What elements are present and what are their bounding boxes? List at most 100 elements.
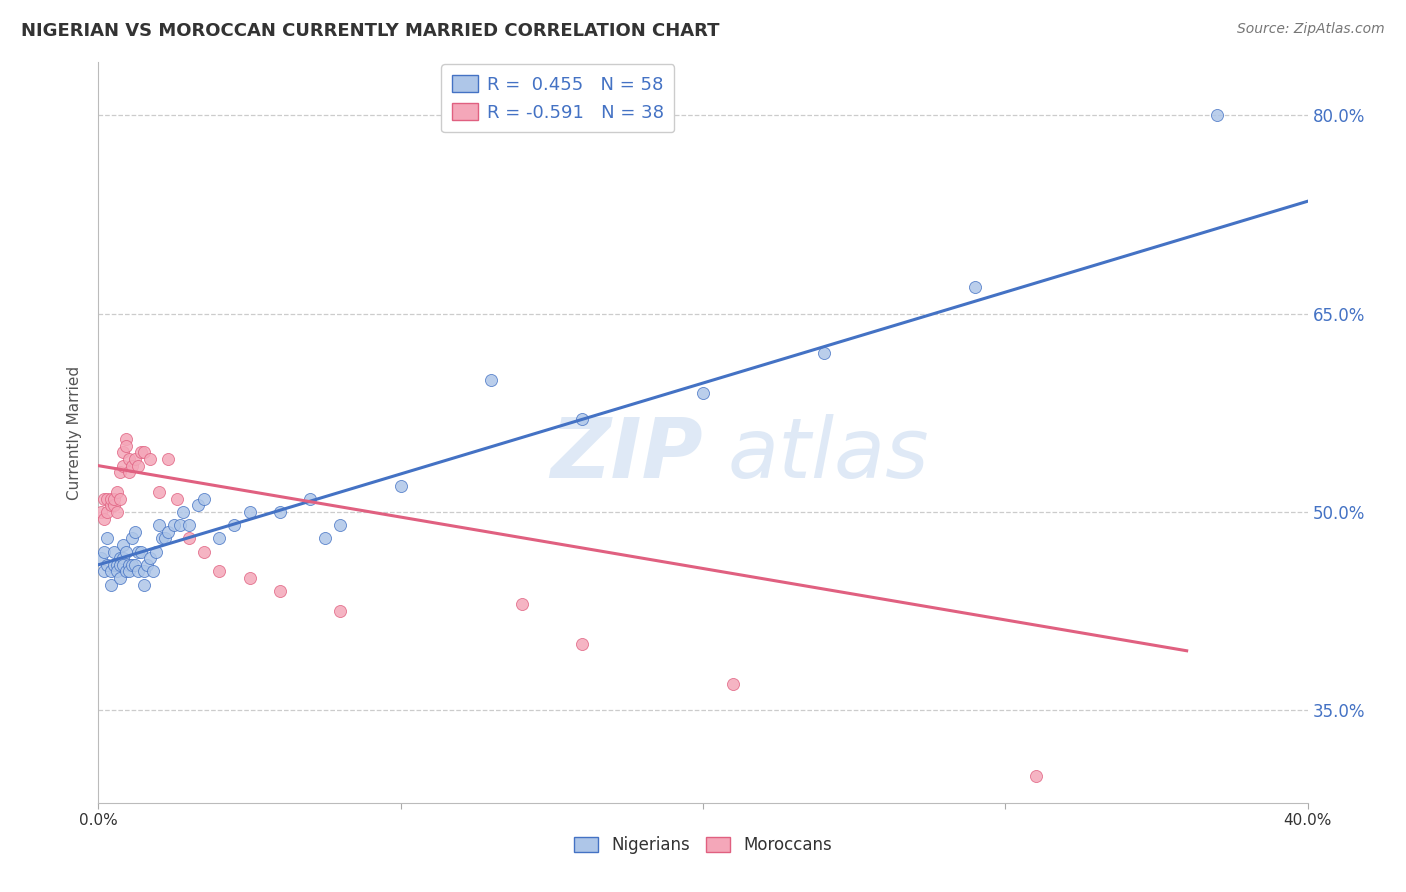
Point bbox=[150, 532, 173, 546]
Point bbox=[299, 491, 322, 506]
Point bbox=[269, 584, 291, 599]
Point bbox=[132, 577, 155, 591]
Point bbox=[156, 452, 179, 467]
Point bbox=[105, 565, 128, 579]
Point bbox=[148, 485, 170, 500]
Point bbox=[208, 565, 231, 579]
Point bbox=[90, 505, 112, 519]
Point bbox=[132, 565, 155, 579]
Text: Source: ZipAtlas.com: Source: ZipAtlas.com bbox=[1237, 22, 1385, 37]
Point bbox=[139, 551, 162, 566]
Point bbox=[193, 491, 215, 506]
Point bbox=[118, 558, 141, 572]
Point bbox=[96, 491, 118, 506]
Text: NIGERIAN VS MOROCCAN CURRENTLY MARRIED CORRELATION CHART: NIGERIAN VS MOROCCAN CURRENTLY MARRIED C… bbox=[21, 22, 720, 40]
Point bbox=[111, 538, 134, 552]
Point bbox=[1206, 108, 1229, 122]
Point bbox=[100, 491, 122, 506]
Point bbox=[127, 458, 149, 473]
Point bbox=[166, 491, 188, 506]
Point bbox=[208, 532, 231, 546]
Point bbox=[121, 532, 143, 546]
Point bbox=[96, 532, 118, 546]
Point bbox=[108, 491, 131, 506]
Point bbox=[813, 346, 835, 360]
Point bbox=[111, 445, 134, 459]
Point bbox=[124, 524, 146, 539]
Point bbox=[114, 432, 136, 446]
Point bbox=[156, 524, 179, 539]
Point bbox=[224, 518, 246, 533]
Point bbox=[108, 465, 131, 479]
Point bbox=[692, 386, 714, 401]
Point bbox=[90, 551, 112, 566]
Point bbox=[571, 637, 593, 651]
Point bbox=[114, 565, 136, 579]
Point bbox=[111, 458, 134, 473]
Point bbox=[723, 677, 745, 691]
Point bbox=[124, 558, 146, 572]
Point bbox=[118, 565, 141, 579]
Point bbox=[103, 544, 125, 558]
Point bbox=[329, 518, 352, 533]
Point bbox=[129, 445, 152, 459]
Point bbox=[571, 412, 593, 426]
Point bbox=[93, 491, 115, 506]
Point bbox=[179, 532, 201, 546]
Point bbox=[108, 551, 131, 566]
Point bbox=[169, 518, 191, 533]
Point bbox=[269, 505, 291, 519]
Point bbox=[193, 544, 215, 558]
Point bbox=[129, 544, 152, 558]
Point bbox=[314, 532, 336, 546]
Point bbox=[239, 571, 262, 585]
Point bbox=[93, 544, 115, 558]
Point bbox=[153, 532, 176, 546]
Point bbox=[96, 558, 118, 572]
Point bbox=[139, 452, 162, 467]
Point bbox=[103, 491, 125, 506]
Y-axis label: Currently Married: Currently Married bbox=[67, 366, 83, 500]
Point bbox=[121, 558, 143, 572]
Point bbox=[118, 452, 141, 467]
Point bbox=[100, 499, 122, 513]
Point bbox=[510, 598, 533, 612]
Point bbox=[127, 544, 149, 558]
Point bbox=[124, 452, 146, 467]
Point bbox=[179, 518, 201, 533]
Point bbox=[163, 518, 186, 533]
Text: ZIP: ZIP bbox=[550, 414, 703, 495]
Point bbox=[103, 499, 125, 513]
Point bbox=[100, 577, 122, 591]
Point bbox=[145, 544, 167, 558]
Point bbox=[329, 604, 352, 618]
Point bbox=[108, 558, 131, 572]
Point bbox=[103, 558, 125, 572]
Point bbox=[965, 280, 987, 294]
Point bbox=[105, 505, 128, 519]
Point bbox=[114, 544, 136, 558]
Point bbox=[127, 565, 149, 579]
Point bbox=[96, 505, 118, 519]
Point bbox=[111, 551, 134, 566]
Legend: Nigerians, Moroccans: Nigerians, Moroccans bbox=[568, 830, 838, 861]
Point bbox=[132, 445, 155, 459]
Point bbox=[389, 478, 412, 492]
Point bbox=[187, 499, 209, 513]
Point bbox=[142, 565, 165, 579]
Point bbox=[100, 565, 122, 579]
Point bbox=[148, 518, 170, 533]
Point bbox=[1024, 769, 1046, 783]
Point bbox=[93, 565, 115, 579]
Point bbox=[118, 465, 141, 479]
Point bbox=[121, 458, 143, 473]
Point bbox=[239, 505, 262, 519]
Point bbox=[93, 511, 115, 525]
Point bbox=[111, 558, 134, 572]
Point bbox=[135, 558, 157, 572]
Point bbox=[481, 373, 503, 387]
Point bbox=[108, 571, 131, 585]
Point bbox=[105, 558, 128, 572]
Point bbox=[105, 485, 128, 500]
Point bbox=[172, 505, 194, 519]
